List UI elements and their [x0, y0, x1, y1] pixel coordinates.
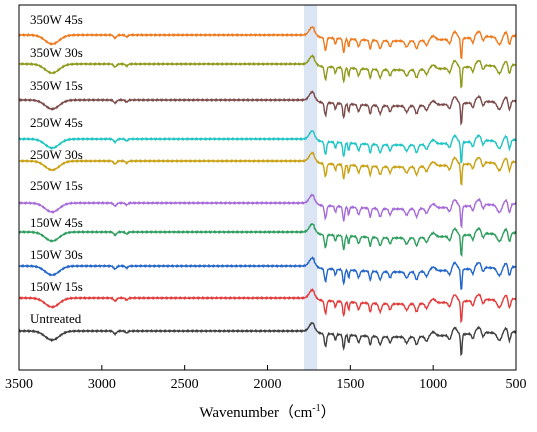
x-axis-title-main: Wavenumber（cm — [199, 404, 312, 421]
series-line — [18, 287, 517, 324]
x-tick-label: 3000 — [88, 377, 116, 392]
series-label: 250W 30s — [30, 147, 83, 162]
series-label: 150W 15s — [30, 279, 83, 294]
x-tick-label: 3500 — [5, 377, 33, 392]
series-line — [18, 26, 517, 60]
series-label: 350W 15s — [30, 78, 83, 93]
series-labels: Untreated 150W 15s 150W 30s 150W 45s 250W 15… — [30, 12, 83, 326]
x-tick-label: 1000 — [419, 377, 447, 392]
x-tick-label: 2500 — [171, 377, 199, 392]
plot-frame — [18, 4, 517, 371]
series-label: Untreated — [30, 311, 82, 326]
series-label: 250W 45s — [30, 115, 83, 130]
x-tick-label: 500 — [506, 377, 527, 392]
series-line — [18, 54, 517, 89]
series-line — [18, 130, 517, 164]
series-line — [18, 256, 517, 290]
series-label: 150W 45s — [30, 215, 83, 230]
highlight-band — [303, 5, 318, 370]
series-line — [18, 151, 517, 186]
x-axis-ticks: 3500 3000 2500 2000 1500 1000 500 — [5, 365, 527, 392]
series-line — [18, 90, 517, 126]
series-line — [18, 321, 517, 357]
x-axis-title-close: ） — [321, 404, 336, 421]
series-label: 350W 45s — [30, 12, 83, 27]
x-tick-label: 1500 — [336, 377, 364, 392]
x-axis-title: Wavenumber（cm-1） — [199, 403, 335, 421]
x-axis-title-superscript: -1 — [312, 403, 320, 414]
series-line — [18, 193, 517, 229]
series-line — [18, 222, 517, 258]
series-label: 150W 30s — [30, 247, 83, 262]
series-group — [18, 26, 517, 357]
x-tick-label: 2000 — [254, 377, 282, 392]
series-label: 350W 30s — [30, 45, 83, 60]
series-label: 250W 15s — [30, 178, 83, 193]
